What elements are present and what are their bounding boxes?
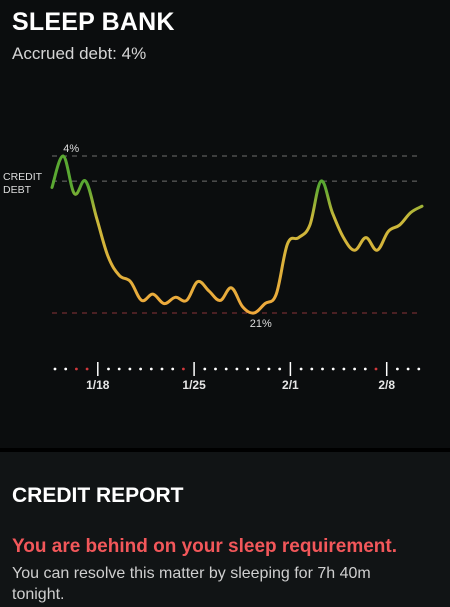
x-axis-day-dot xyxy=(203,367,207,371)
x-axis-day-dot xyxy=(64,367,68,371)
x-axis-day-dot xyxy=(417,367,421,371)
behind-requirement-alert: You are behind on your sleep requirement… xyxy=(12,536,398,557)
accrued-debt-label: Accrued debt: 4% xyxy=(12,44,147,63)
x-axis-day-dot xyxy=(107,367,110,371)
x-axis-day-dot xyxy=(299,367,303,371)
resolution-advice: You can resolve this matter by sleeping … xyxy=(12,565,371,603)
x-axis-day-dot xyxy=(363,367,367,371)
x-axis-day-dot xyxy=(267,367,271,371)
max-debt-label: 21% xyxy=(250,318,272,330)
x-axis-day-dot xyxy=(331,367,335,371)
x-axis-day-dot xyxy=(224,367,228,371)
sleep-bank-chart: CREDIT DEBT 4% 21% 1/18 1/25 2/1 2/8 xyxy=(3,143,424,392)
y-axis-label-credit: CREDIT xyxy=(3,171,43,183)
x-axis-day-dot xyxy=(117,367,121,371)
page-title: SLEEP BANK xyxy=(12,8,175,36)
credit-report-title: CREDIT REPORT xyxy=(12,484,184,507)
credit-report-panel xyxy=(0,452,450,607)
x-axis-tick-label: 2/8 xyxy=(378,378,395,392)
x-axis-day-dot xyxy=(75,367,78,371)
x-axis-day-dot xyxy=(85,367,89,371)
sleep-bank-panel: SLEEP BANK Accrued debt: 4% CREDIT DEBT … xyxy=(0,0,450,448)
sleep-bank-series-line xyxy=(50,154,424,315)
x-axis-tick-label: 1/25 xyxy=(182,378,206,392)
x-axis-day-dot xyxy=(396,367,399,371)
x-axis-day-dot xyxy=(139,367,143,371)
x-axis-day-dot xyxy=(374,367,378,371)
x-axis-day-dot xyxy=(235,367,239,371)
x-axis-day-dot xyxy=(353,367,356,371)
x-axis-day-dot xyxy=(160,367,164,371)
x-axis-day-dot xyxy=(171,367,175,371)
x-axis-tick-label: 2/1 xyxy=(282,378,299,392)
x-axis-tick-label: 1/18 xyxy=(86,378,110,392)
peak-credit-label: 4% xyxy=(63,143,79,155)
x-axis-day-dot xyxy=(406,367,410,371)
x-axis-day-dot xyxy=(321,367,324,371)
x-axis-day-dot xyxy=(342,367,346,371)
x-axis-day-dot xyxy=(53,367,57,371)
x-axis-day-dot xyxy=(149,367,153,371)
x-axis-day-dot xyxy=(182,367,185,371)
x-axis-day-dot xyxy=(246,367,250,371)
x-axis-day-dot xyxy=(310,367,314,371)
x-axis-day-dot xyxy=(256,367,260,371)
y-axis-label-debt: DEBT xyxy=(3,184,32,196)
x-axis-day-dot xyxy=(214,367,217,371)
x-axis-day-dot xyxy=(128,367,132,371)
x-axis-day-dot xyxy=(278,367,282,371)
